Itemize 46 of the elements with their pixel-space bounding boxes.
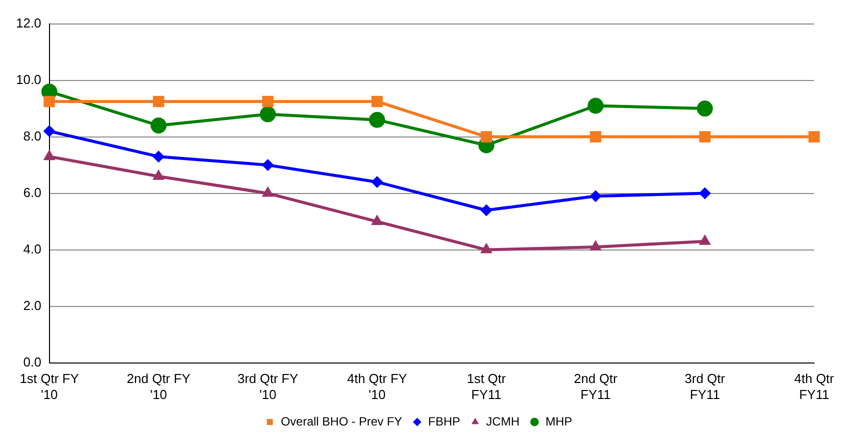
x-tick-label: 2nd Qtr FY '10 — [126, 371, 191, 402]
legend-label: FBHP — [428, 414, 460, 428]
point — [588, 98, 604, 114]
x-tick-label: 3rd Qtr FY11 — [684, 371, 726, 402]
point — [369, 112, 386, 128]
point — [150, 118, 167, 134]
y-tick-label: 2.0 — [23, 298, 42, 313]
point — [371, 214, 384, 226]
x-tick-label: 4th Qtr FY11 — [794, 371, 835, 402]
point — [480, 131, 492, 142]
legend-label: MHP — [546, 414, 572, 428]
point — [480, 204, 492, 216]
y-tick-label: 8.0 — [23, 128, 42, 144]
x-tick-label: 1st Qtr FY '10 — [20, 371, 80, 402]
y-tick-label: 12.0 — [16, 15, 42, 30]
point — [371, 176, 384, 188]
point — [698, 187, 711, 200]
point — [43, 125, 56, 138]
point — [699, 131, 711, 142]
x-tick-label: 1st Qtr FY11 — [466, 371, 507, 402]
point — [44, 96, 55, 108]
y-tick-label: 6.0 — [23, 184, 42, 200]
point — [480, 242, 492, 254]
y-tick-label: 0.0 — [23, 354, 42, 370]
y-tick-label: 10.0 — [16, 72, 42, 87]
x-tick-label: 3rd Qtr FY '10 — [237, 371, 298, 402]
point — [808, 131, 820, 142]
legend-label: JCMH — [486, 414, 520, 428]
x-tick-label: 4th Qtr FY '10 — [347, 371, 408, 402]
point — [262, 186, 274, 197]
point — [262, 96, 274, 108]
point — [698, 234, 711, 245]
point — [590, 240, 602, 250]
point — [152, 96, 164, 108]
point — [590, 190, 602, 202]
x-tick-label: 2nd Qtr FY11 — [574, 371, 618, 402]
point — [152, 169, 165, 180]
legend-label: Overall BHO - Prev FY — [280, 414, 402, 428]
point — [371, 96, 383, 108]
y-tick-label: 4.0 — [23, 241, 42, 256]
point — [262, 159, 274, 172]
point — [43, 150, 56, 160]
point — [260, 106, 276, 122]
point — [152, 150, 165, 163]
point — [696, 100, 713, 117]
point — [590, 131, 602, 142]
